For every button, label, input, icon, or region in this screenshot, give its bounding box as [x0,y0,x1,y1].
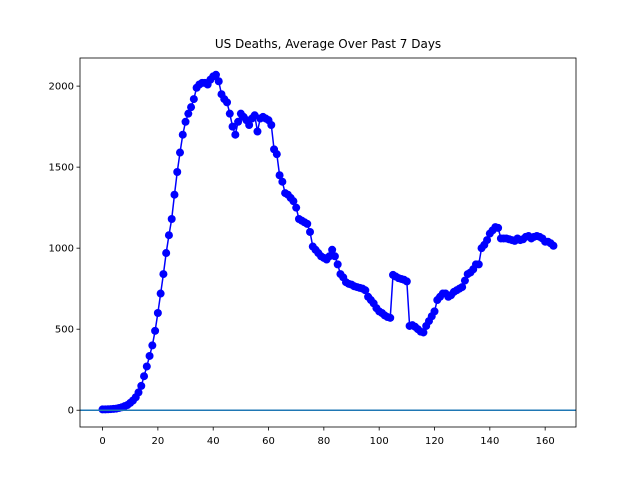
point [140,372,149,381]
point [419,328,428,337]
point [178,130,187,139]
y-tick-label: 1000 [49,244,74,255]
point [328,245,337,254]
x-tick-label: 160 [536,436,555,447]
chart-title: US Deaths, Average Over Past 7 Days [215,37,441,51]
point [402,277,411,286]
point [223,98,232,107]
point [151,326,160,335]
point [225,109,234,118]
x-tick-label: 60 [262,436,275,447]
point [164,231,173,240]
point [187,103,196,112]
point [234,117,243,126]
plot-frame [79,57,577,428]
point [176,148,185,157]
point [458,283,467,292]
point [245,121,254,130]
point [142,362,151,371]
x-tick-label: 20 [152,436,165,447]
point [145,351,154,360]
point [214,77,223,86]
point [325,252,334,261]
x-tick-label: 80 [317,436,330,447]
point [289,197,298,206]
point [167,215,176,224]
point [460,276,469,285]
point [184,109,193,118]
point [153,308,162,317]
point [306,227,315,236]
point [483,236,492,245]
point [303,219,312,228]
point [137,381,146,390]
point [278,177,287,186]
point [494,223,503,232]
point [430,307,439,316]
x-tick-label: 100 [370,436,389,447]
point [148,341,157,350]
point [267,121,276,130]
point [330,252,339,261]
point [231,130,240,139]
point [228,122,237,131]
y-tick-label: 2000 [49,82,74,93]
y-tick-label: 0 [68,406,74,417]
point [361,286,370,295]
point [156,289,165,298]
x-tick-label: 0 [99,436,105,447]
point [386,313,395,322]
point [173,168,182,177]
point [549,241,558,250]
point [272,150,281,159]
point [159,270,168,279]
x-tick-label: 40 [207,436,220,447]
point [333,260,342,269]
point [275,171,284,180]
x-tick-label: 120 [425,436,444,447]
point [189,95,198,104]
point [253,127,262,136]
point [134,388,143,397]
point [292,203,301,212]
y-tick-label: 500 [55,325,74,336]
point [162,249,171,258]
point [181,117,190,126]
point [474,260,483,269]
x-tick-label: 140 [480,436,499,447]
point [211,70,220,79]
point [170,190,179,199]
y-tick-label: 1500 [49,163,74,174]
